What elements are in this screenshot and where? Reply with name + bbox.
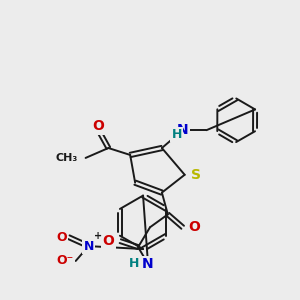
Text: N: N <box>177 123 188 137</box>
Text: N: N <box>142 257 154 271</box>
Text: H: H <box>172 128 182 141</box>
Text: H: H <box>129 257 139 270</box>
Text: N: N <box>83 240 94 253</box>
Text: O: O <box>189 220 200 234</box>
Text: O: O <box>56 231 67 244</box>
Text: O: O <box>92 119 104 133</box>
Text: S: S <box>190 168 201 182</box>
Text: O⁻: O⁻ <box>56 254 74 268</box>
Text: +: + <box>94 231 102 241</box>
Text: CH₃: CH₃ <box>56 153 78 163</box>
Text: O: O <box>103 234 114 248</box>
